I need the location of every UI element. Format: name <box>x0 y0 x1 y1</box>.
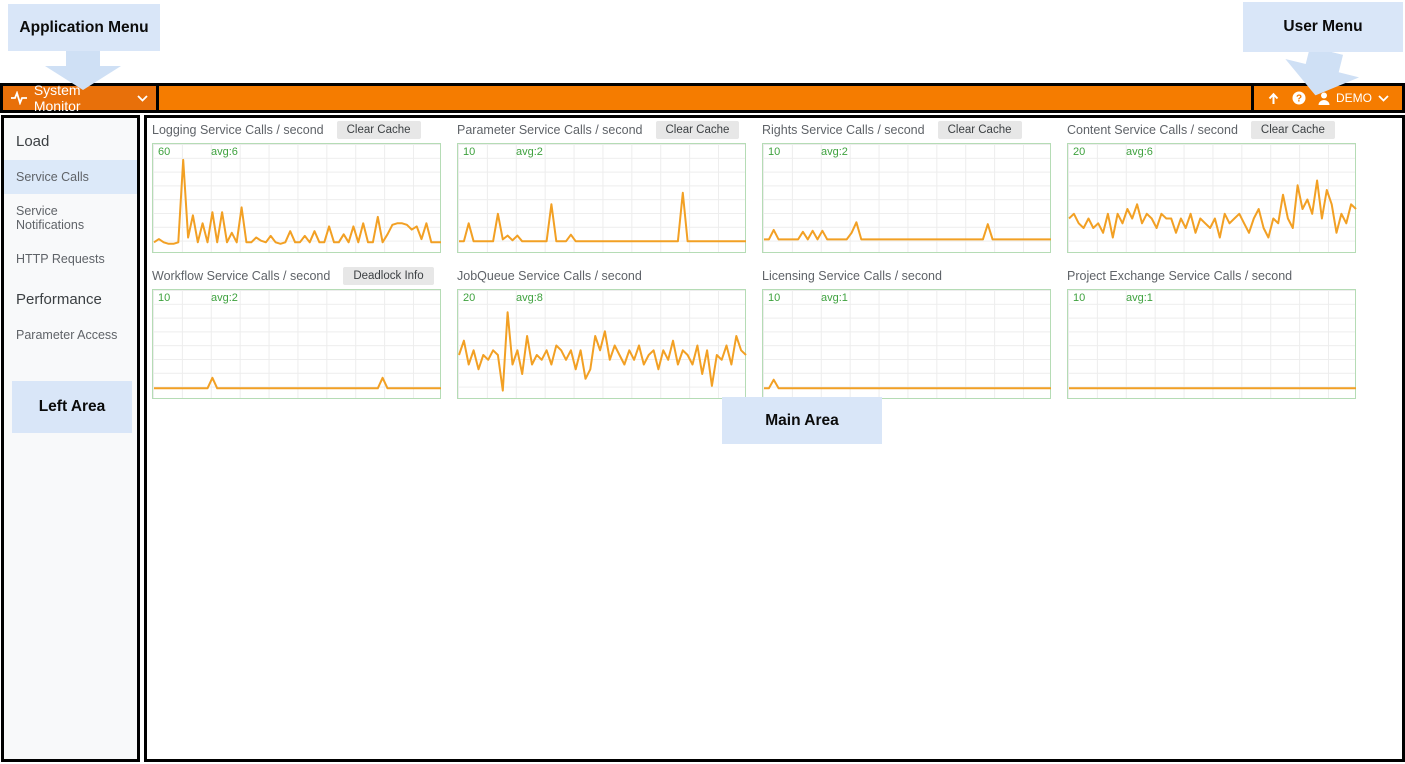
main-area-callout: Main Area <box>722 397 882 444</box>
sidebar-section-performance: Performance <box>16 291 102 308</box>
chart-canvas: 10 avg:2 <box>152 289 441 399</box>
chart-avg-label: avg:2 <box>211 292 238 304</box>
left-area-sidebar: Load Service Calls Service Notifications… <box>1 115 140 762</box>
clear-cache-button[interactable]: Clear Cache <box>1250 121 1335 139</box>
chart-panel-header: Logging Service Calls / second Clear Cac… <box>152 120 441 140</box>
user-menu-callout-label: User Menu <box>1283 18 1363 35</box>
down-arrow-icon <box>1285 46 1360 96</box>
application-title: System Monitor <box>33 82 81 114</box>
chart-ymax-label: 10 <box>463 146 476 158</box>
chart-title: Content Service Calls / second <box>1067 123 1238 137</box>
deadlock-info-button[interactable]: Deadlock Info <box>343 267 434 285</box>
chart-ymax-label: 10 <box>1073 292 1086 304</box>
chart-line <box>458 311 747 392</box>
chart-panel-header: Content Service Calls / second Clear Cac… <box>1067 120 1356 140</box>
chart-panel: Rights Service Calls / second Clear Cach… <box>762 120 1051 253</box>
chart-title: Logging Service Calls / second <box>152 123 324 137</box>
chart-line <box>154 376 441 390</box>
help-button[interactable]: ? <box>1292 91 1306 105</box>
chart-canvas: 10 avg:2 <box>762 143 1051 253</box>
chart-avg-label: avg:1 <box>821 292 848 304</box>
chart-panel: Content Service Calls / second Clear Cac… <box>1067 120 1357 253</box>
chart-canvas: 10 avg:1 <box>1067 289 1356 399</box>
chart-ymax-label: 10 <box>768 292 781 304</box>
application-menu-callout: Application Menu <box>8 4 160 51</box>
chart-panel: Licensing Service Calls / second 10 avg:… <box>762 266 1051 399</box>
sidebar-item-http-requests[interactable]: HTTP Requests <box>16 252 105 266</box>
chart-avg-label: avg:6 <box>1126 146 1153 158</box>
chart-panel: JobQueue Service Calls / second 20 avg:8 <box>457 266 747 399</box>
chart-canvas: 60 avg:6 <box>152 143 441 253</box>
left-area-callout: Left Area <box>12 381 132 433</box>
chart-title: Rights Service Calls / second <box>762 123 925 137</box>
sidebar-item-service-calls[interactable]: Service Calls <box>4 160 137 194</box>
chart-panel: Parameter Service Calls / second Clear C… <box>457 120 746 253</box>
chart-title: Workflow Service Calls / second <box>152 269 331 283</box>
chart-panel-header: Licensing Service Calls / second <box>762 266 1051 286</box>
chart-line <box>764 221 1051 241</box>
chart-panel: Workflow Service Calls / second Deadlock… <box>152 266 441 399</box>
chart-panel: Logging Service Calls / second Clear Cac… <box>152 120 441 253</box>
chart-panel-header: Workflow Service Calls / second Deadlock… <box>152 266 441 286</box>
chart-avg-label: avg:6 <box>211 146 238 158</box>
chart-ymax-label: 20 <box>463 292 476 304</box>
chevron-down-icon <box>137 94 148 102</box>
clear-cache-button[interactable]: Clear Cache <box>937 121 1022 139</box>
chart-avg-label: avg:1 <box>1126 292 1153 304</box>
chart-avg-label: avg:8 <box>516 292 543 304</box>
chart-line <box>153 158 441 245</box>
chart-panel-header: Rights Service Calls / second Clear Cach… <box>762 120 1051 140</box>
chart-title: Parameter Service Calls / second <box>457 123 643 137</box>
chart-canvas: 20 avg:6 <box>1067 143 1357 253</box>
chart-panel-header: Project Exchange Service Calls / second <box>1067 266 1356 286</box>
chart-row-1: Logging Service Calls / second Clear Cac… <box>152 120 1402 253</box>
chart-line <box>764 378 1051 390</box>
person-icon <box>1318 92 1330 105</box>
chart-line <box>1068 179 1357 239</box>
left-area-callout-label: Left Area <box>38 398 106 415</box>
chart-row-2: Workflow Service Calls / second Deadlock… <box>152 266 1402 399</box>
application-bar: System Monitor ? DEMO <box>0 82 1405 114</box>
chart-panel: Project Exchange Service Calls / second … <box>1067 266 1356 399</box>
user-menu-callout: User Menu <box>1243 2 1403 52</box>
chart-ymax-label: 60 <box>158 146 171 158</box>
application-menu-callout-label: Application Menu <box>19 18 149 36</box>
main-area-callout-label: Main Area <box>765 411 839 429</box>
chart-avg-label: avg:2 <box>821 146 848 158</box>
pulse-icon <box>11 91 27 105</box>
help-icon: ? <box>1292 91 1306 105</box>
chart-panel-header: JobQueue Service Calls / second <box>457 266 746 286</box>
upload-button[interactable] <box>1267 92 1280 105</box>
clear-cache-button[interactable]: Clear Cache <box>336 121 421 139</box>
svg-text:?: ? <box>1296 94 1302 105</box>
sidebar-item-parameter-access[interactable]: Parameter Access <box>16 328 118 342</box>
chart-canvas: 20 avg:8 <box>457 289 747 399</box>
down-arrow-icon <box>45 51 121 90</box>
chart-avg-label: avg:2 <box>516 146 543 158</box>
chart-title: Licensing Service Calls / second <box>762 269 942 283</box>
sidebar-section-load: Load <box>16 133 50 150</box>
chart-title: Project Exchange Service Calls / second <box>1067 269 1293 283</box>
application-bar-spacer <box>159 86 1251 110</box>
sidebar-item-service-notifications[interactable]: Service Notifications <box>16 204 85 232</box>
chevron-down-icon <box>1378 94 1389 102</box>
chart-canvas: 10 avg:2 <box>457 143 746 253</box>
chart-title: JobQueue Service Calls / second <box>457 269 642 283</box>
chart-canvas: 10 avg:1 <box>762 289 1051 399</box>
application-menu-button[interactable]: System Monitor <box>3 82 159 114</box>
user-menu-button[interactable]: DEMO <box>1318 91 1389 105</box>
user-menu-area: ? DEMO <box>1251 86 1402 110</box>
arrow-up-icon <box>1268 92 1279 104</box>
chart-line <box>459 191 746 243</box>
chart-panel-header: Parameter Service Calls / second Clear C… <box>457 120 746 140</box>
clear-cache-button[interactable]: Clear Cache <box>655 121 740 139</box>
chart-ymax-label: 20 <box>1073 146 1086 158</box>
chart-ymax-label: 10 <box>768 146 781 158</box>
chart-ymax-label: 10 <box>158 292 171 304</box>
user-name: DEMO <box>1336 91 1372 105</box>
chart-line <box>1069 387 1356 390</box>
